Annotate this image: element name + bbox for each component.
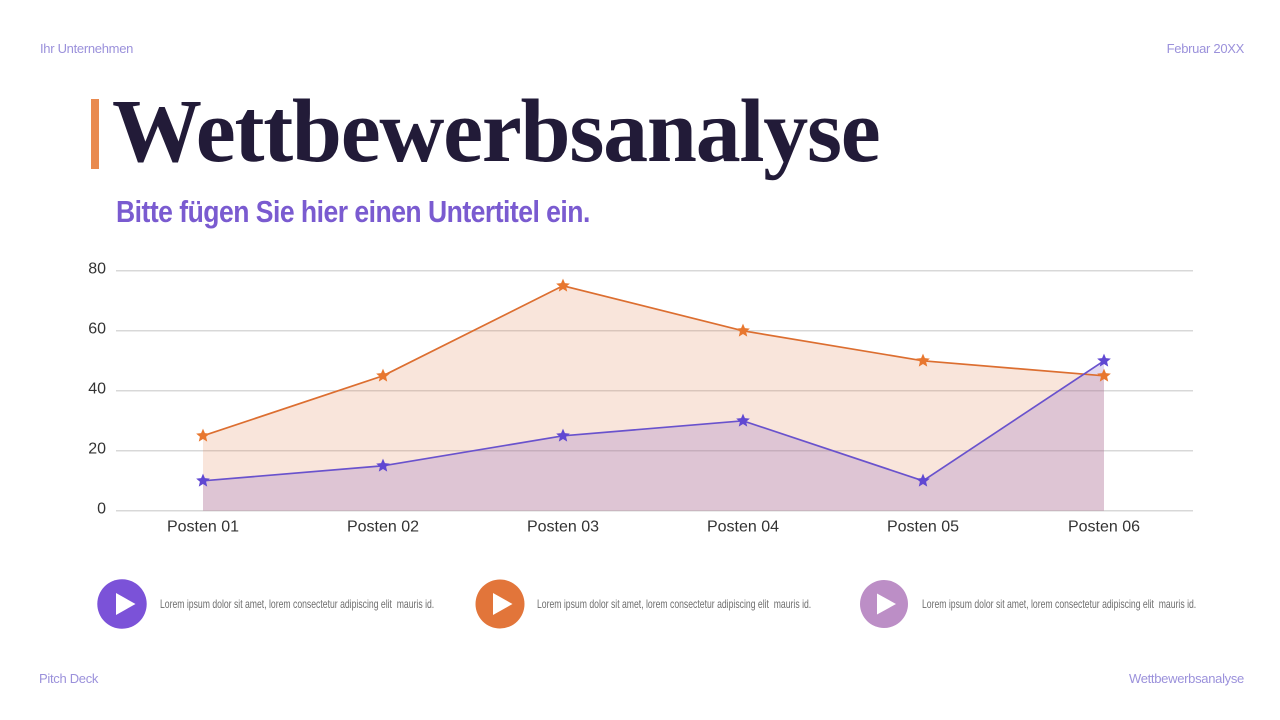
svg-text:Posten 01: Posten 01 (167, 519, 239, 536)
svg-text:40: 40 (88, 381, 106, 398)
svg-text:Posten 06: Posten 06 (1068, 519, 1140, 536)
svg-text:60: 60 (88, 321, 106, 338)
svg-text:Posten 02: Posten 02 (347, 519, 419, 536)
svg-text:0: 0 (97, 501, 106, 518)
svg-text:Posten 03: Posten 03 (527, 519, 599, 536)
svg-text:80: 80 (88, 261, 106, 278)
svg-text:Posten 04: Posten 04 (707, 519, 779, 536)
svg-text:20: 20 (88, 441, 106, 458)
svg-text:Posten 05: Posten 05 (887, 519, 959, 536)
